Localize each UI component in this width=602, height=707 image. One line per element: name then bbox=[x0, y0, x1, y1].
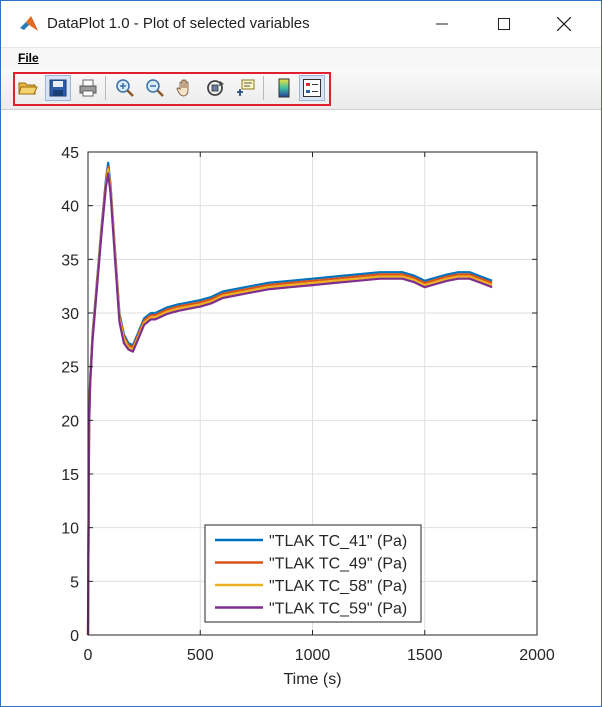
pan-button[interactable] bbox=[172, 75, 198, 101]
title-bar[interactable]: DataPlot 1.0 - Plot of selected variable… bbox=[1, 1, 601, 48]
zoom-out-button[interactable] bbox=[142, 75, 168, 101]
zoom-in-icon bbox=[116, 79, 134, 97]
colorbar-button[interactable] bbox=[271, 75, 297, 101]
close-button[interactable] bbox=[541, 1, 587, 47]
y-tick-label: 20 bbox=[61, 413, 79, 430]
y-tick-label: 40 bbox=[61, 199, 79, 216]
rotate-3d-icon bbox=[207, 80, 224, 96]
y-tick-label: 15 bbox=[61, 467, 79, 484]
toolbar-separator bbox=[263, 76, 264, 100]
series-line-4 bbox=[86, 172, 493, 636]
toolbar-highlight-box bbox=[13, 72, 331, 106]
line-chart: 0 500 1000 1500 2000 0 5 10 15 20 25 30 35 40 45 Time (… bbox=[61, 145, 555, 688]
x-axis-label: Time (s) bbox=[283, 671, 341, 688]
maximize-icon bbox=[498, 18, 510, 30]
minimize-button[interactable] bbox=[419, 1, 465, 47]
data-cursor-button[interactable] bbox=[232, 75, 258, 101]
close-icon bbox=[557, 17, 571, 31]
x-tick-label: 500 bbox=[187, 647, 214, 664]
save-icon bbox=[49, 79, 67, 97]
x-tick-label: 2000 bbox=[519, 647, 555, 664]
y-tick-label: 25 bbox=[61, 360, 79, 377]
open-button[interactable] bbox=[15, 75, 41, 101]
legend-label-2: "TLAK TC_49" (Pa) bbox=[269, 556, 407, 573]
print-icon bbox=[79, 79, 97, 97]
y-tick-label: 35 bbox=[61, 252, 79, 269]
legend-label-1: "TLAK TC_41" (Pa) bbox=[269, 533, 407, 550]
y-tick-label: 10 bbox=[61, 521, 79, 538]
figure-canvas[interactable]: 0 500 1000 1500 2000 0 5 10 15 20 25 30 35 40 45 Time (… bbox=[1, 110, 601, 706]
save-button[interactable] bbox=[45, 75, 71, 101]
window-title: DataPlot 1.0 - Plot of selected variable… bbox=[47, 15, 310, 32]
menu-file[interactable]: File bbox=[18, 51, 39, 65]
y-tick-label: 30 bbox=[61, 306, 79, 323]
print-button[interactable] bbox=[75, 75, 101, 101]
rotate-button[interactable] bbox=[202, 75, 228, 101]
pan-hand-icon bbox=[176, 79, 189, 97]
matlab-logo-icon bbox=[20, 16, 38, 31]
legend-icon bbox=[303, 79, 321, 97]
y-tick-label: 45 bbox=[61, 145, 79, 162]
maximize-button[interactable] bbox=[481, 1, 527, 47]
y-tick-label: 0 bbox=[70, 628, 79, 645]
x-tick-label: 1000 bbox=[295, 647, 331, 664]
y-tick-label: 5 bbox=[70, 574, 79, 591]
minimize-icon bbox=[436, 23, 448, 25]
colorbar-icon bbox=[278, 78, 290, 98]
zoom-in-button[interactable] bbox=[112, 75, 138, 101]
toolbar-separator bbox=[105, 76, 106, 100]
x-tick-label: 0 bbox=[84, 647, 93, 664]
open-folder-icon bbox=[18, 82, 38, 95]
data-cursor-icon bbox=[237, 79, 255, 96]
legend-button[interactable] bbox=[299, 75, 325, 101]
legend-label-4: "TLAK TC_59" (Pa) bbox=[269, 601, 407, 618]
zoom-out-icon bbox=[146, 79, 164, 97]
menu-bar: File bbox=[1, 48, 601, 69]
x-tick-label: 1500 bbox=[407, 647, 443, 664]
legend-label-3: "TLAK TC_58" (Pa) bbox=[269, 578, 407, 595]
